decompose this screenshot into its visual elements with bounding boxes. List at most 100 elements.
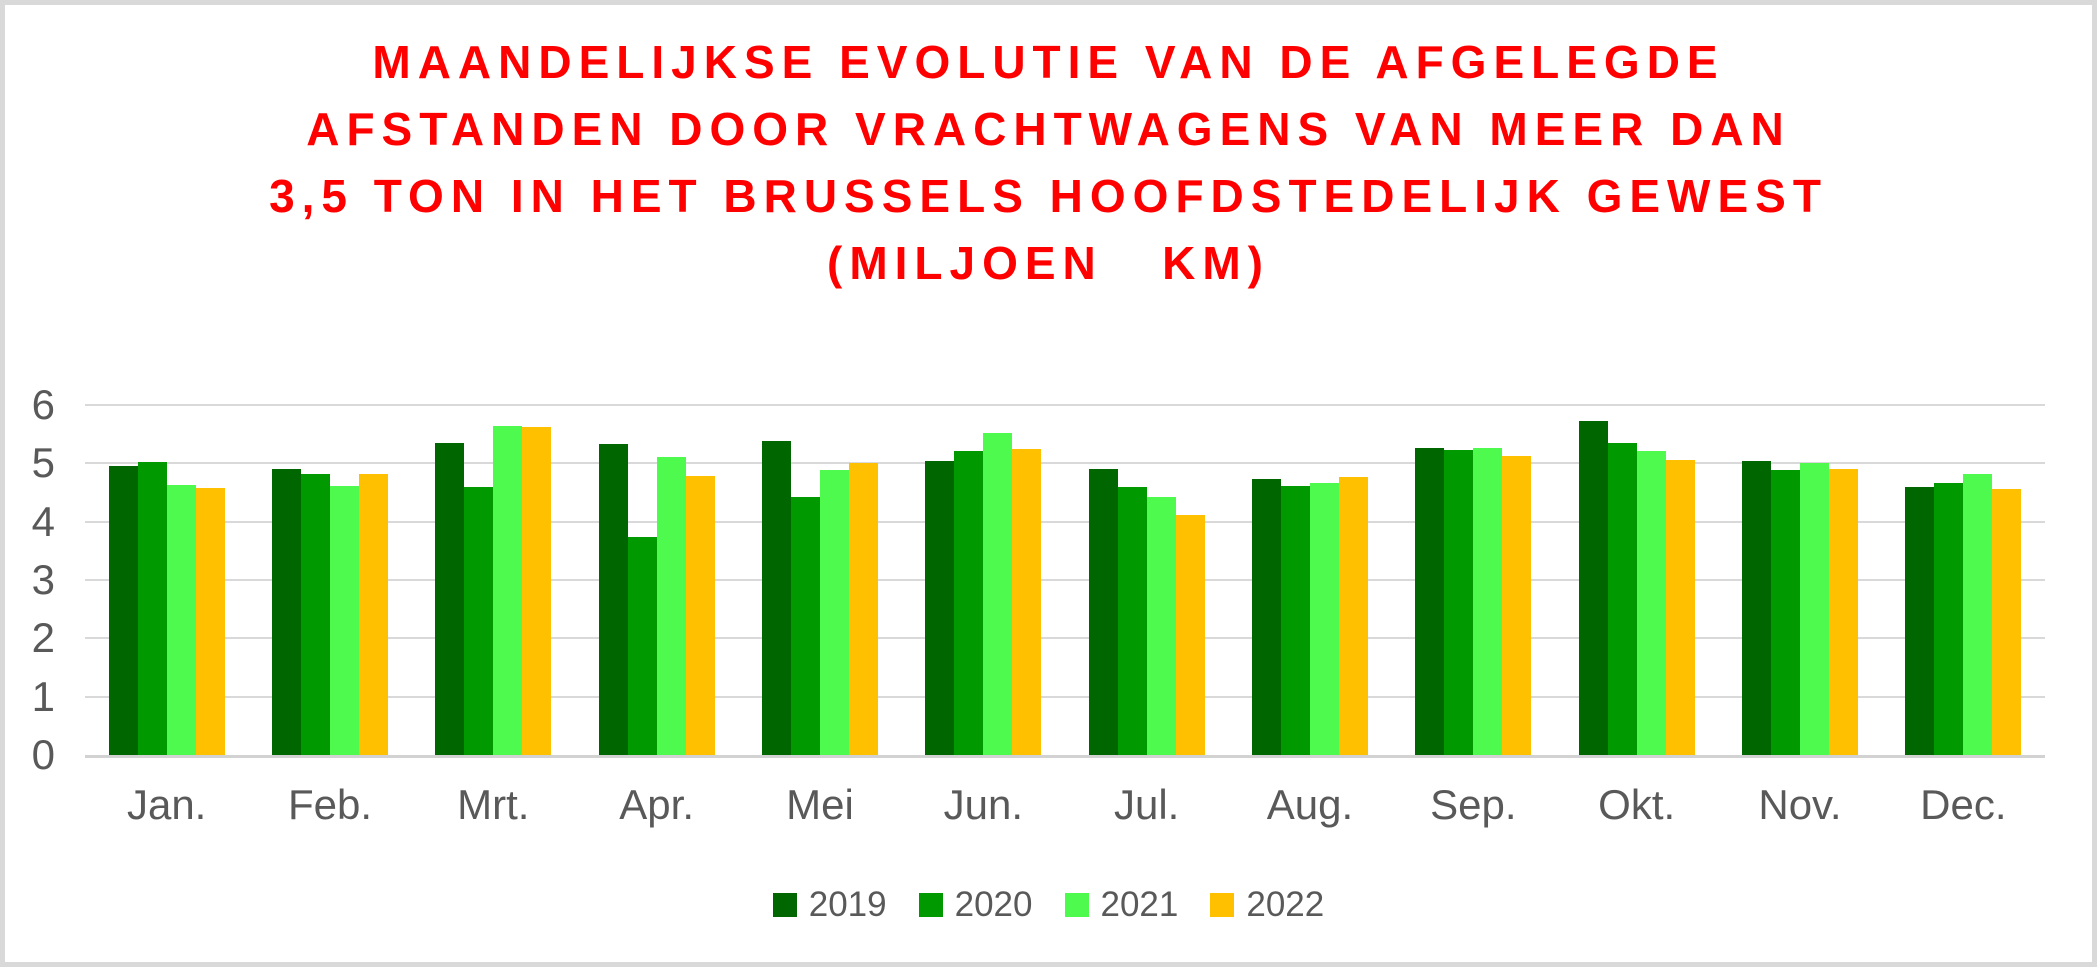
bar-2020	[627, 536, 657, 755]
x-axis: Jan. Feb. Mrt. Apr. Mei Jun. Jul. Aug. Sep. Okt. N…	[85, 781, 2045, 837]
bar-2020	[464, 486, 494, 755]
legend-item: 2021	[1064, 885, 1179, 925]
bar-group	[902, 405, 1065, 755]
bar-2021	[656, 456, 686, 755]
bar-2020	[1280, 486, 1310, 755]
bar-2022	[848, 463, 878, 755]
bar-2021	[1636, 451, 1666, 755]
bar-group	[1228, 405, 1391, 755]
bar-2019	[1415, 447, 1445, 755]
bar-2021	[1146, 496, 1176, 755]
bar-2022	[1665, 460, 1695, 755]
y-axis-label: 6	[31, 381, 55, 428]
bar-2021	[1309, 482, 1339, 755]
chart-title: MAANDELIJKSE EVOLUTIE VAN DE AFGELEGDE A…	[269, 36, 1828, 289]
legend-item: 2022	[1210, 885, 1324, 925]
bar-2022	[1175, 514, 1205, 755]
bar-2019	[598, 443, 628, 755]
bar-2022	[685, 475, 715, 755]
x-axis-label: Okt.	[1598, 781, 1676, 828]
legend: 2019 2020 2021 2022	[5, 885, 2092, 925]
bar-2021	[983, 433, 1013, 755]
legend-item: 2019	[772, 885, 887, 925]
x-axis-label: Mei	[786, 781, 854, 828]
y-axis-label: 1	[31, 672, 55, 720]
bar-2022	[195, 487, 225, 755]
bar-group	[575, 405, 738, 755]
bar-2019	[1741, 461, 1771, 755]
x-axis-label: Feb.	[287, 781, 373, 828]
bar-2022	[522, 427, 552, 755]
y-axis-label: 4	[31, 497, 55, 545]
bar-2020	[1117, 486, 1147, 755]
bar-2019	[271, 469, 301, 755]
bar-2019	[1578, 420, 1608, 755]
legend-item: 2020	[918, 885, 1033, 925]
bar-group	[738, 405, 901, 755]
bar-2021	[819, 470, 849, 755]
bar-2020	[1934, 482, 1964, 755]
gridline	[85, 462, 2045, 465]
y-axis: 0 1 2 3 4 5 6	[5, 384, 60, 776]
y-axis-label: 0	[31, 731, 55, 778]
y-axis-label: 5	[31, 439, 55, 487]
bar-2021	[329, 486, 359, 755]
bar-2019	[1088, 469, 1118, 755]
gridline	[85, 637, 2045, 640]
bar-2022	[1992, 489, 2022, 755]
bar-2022	[1012, 449, 1042, 755]
bar-2021	[1473, 448, 1503, 755]
bar-2019	[925, 461, 955, 755]
legend-swatch	[1210, 893, 1235, 917]
bar-2020	[790, 496, 820, 755]
x-axis-label: Nov.	[1758, 781, 1842, 828]
bar-group	[412, 405, 575, 755]
bar-2020	[300, 474, 330, 755]
bar-2019	[1905, 487, 1935, 755]
legend-label: 2019	[808, 885, 887, 924]
bar-2020	[1770, 469, 1800, 755]
bar-group	[1555, 405, 1718, 755]
bar-2021	[166, 484, 196, 755]
x-axis-label: Jan.	[126, 781, 207, 828]
bar-group	[1718, 405, 1881, 755]
bar-2019	[435, 442, 465, 755]
bar-2020	[1444, 449, 1474, 755]
bar-2020	[954, 451, 984, 755]
legend-swatch	[918, 893, 943, 917]
legend-swatch	[1064, 893, 1089, 917]
bar-2021	[1799, 463, 1829, 755]
gridline	[85, 695, 2045, 698]
bar-2021	[1963, 474, 1993, 755]
x-axis-line	[85, 755, 2045, 758]
plot-area	[85, 404, 2045, 758]
legend-swatch	[772, 893, 797, 917]
bar-2019	[1251, 478, 1281, 755]
x-axis-label: Jul.	[1113, 781, 1180, 828]
x-axis-label: Aug.	[1266, 781, 1354, 828]
bar-group	[85, 405, 248, 755]
y-axis-label: 3	[31, 556, 55, 603]
x-axis-label: Apr.	[619, 781, 695, 828]
bar-2020	[137, 461, 167, 755]
bar-2020	[1607, 442, 1637, 755]
x-axis-label: Jun.	[943, 781, 1024, 828]
bar-2022	[1338, 476, 1368, 755]
bar-2022	[1502, 455, 1532, 755]
x-axis-label: Mrt.	[457, 781, 530, 828]
bar-2022	[1828, 468, 1858, 755]
bar-2019	[761, 441, 791, 755]
bar-group	[1065, 405, 1228, 755]
bar-group	[1392, 405, 1555, 755]
legend-label: 2022	[1246, 885, 1325, 924]
x-axis-label: Sep.	[1430, 781, 1517, 828]
y-axis-label: 2	[31, 614, 55, 662]
gridline	[85, 520, 2045, 523]
bar-2019	[108, 466, 138, 755]
x-axis-label: Dec.	[1920, 781, 2007, 828]
bar-2021	[493, 426, 523, 755]
legend-label: 2020	[954, 885, 1033, 924]
bar-group	[248, 405, 411, 755]
legend-label: 2021	[1100, 885, 1179, 924]
